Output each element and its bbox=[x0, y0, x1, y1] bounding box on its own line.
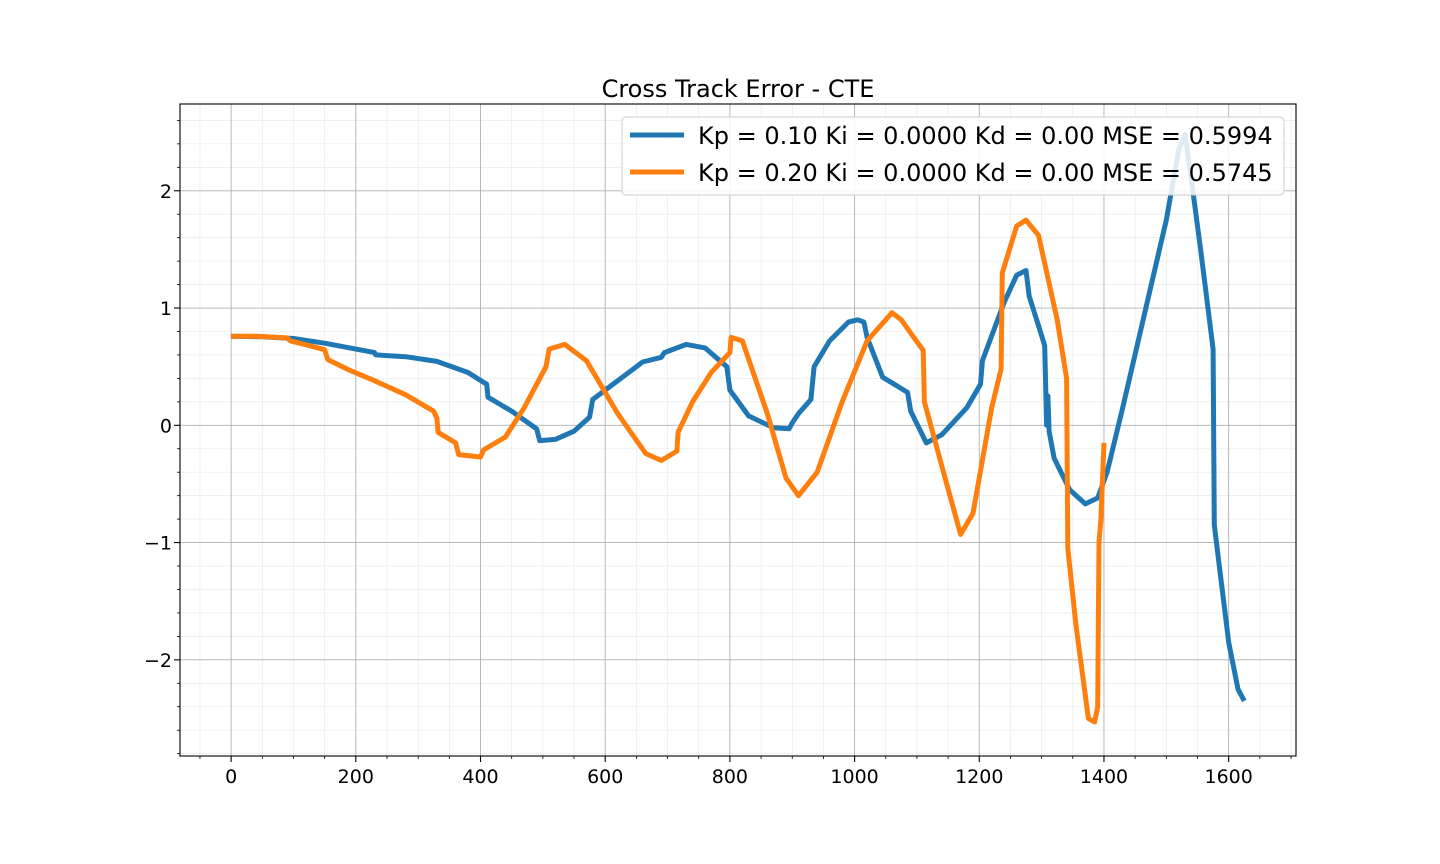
y-tick-label: −2 bbox=[144, 650, 172, 672]
x-tick-label: 400 bbox=[462, 766, 498, 788]
y-tick-label: 1 bbox=[160, 298, 172, 320]
x-tick-label: 0 bbox=[225, 766, 237, 788]
x-tick-label: 600 bbox=[587, 766, 623, 788]
y-axis: −2 −1 0 1 2 bbox=[144, 120, 180, 755]
minor-grid bbox=[180, 104, 1296, 756]
x-tick-label: 1400 bbox=[1080, 766, 1128, 788]
legend-box bbox=[621, 116, 1285, 196]
x-tick-label: 1600 bbox=[1204, 766, 1252, 788]
x-axis: 0 200 400 600 800 1000 1200 1400 1600 bbox=[199, 756, 1292, 788]
x-tick-label: 1000 bbox=[830, 766, 878, 788]
series-line-1 bbox=[231, 132, 1247, 703]
y-tick-label: 2 bbox=[160, 181, 172, 203]
series-layer bbox=[231, 132, 1247, 725]
major-grid bbox=[180, 104, 1296, 756]
x-tick-label: 1200 bbox=[955, 766, 1003, 788]
chart-title: Cross Track Error - CTE bbox=[602, 75, 875, 103]
legend-label-series-2: Kp = 0.20 Ki = 0.0000 Kd = 0.00 MSE = 0.… bbox=[698, 159, 1273, 187]
y-tick-label: 0 bbox=[160, 415, 172, 437]
x-tick-label: 800 bbox=[712, 766, 748, 788]
series-line-2 bbox=[231, 217, 1107, 725]
legend-label-series-1: Kp = 0.10 Ki = 0.0000 Kd = 0.00 MSE = 0.… bbox=[698, 122, 1273, 150]
plot-area-frame bbox=[179, 103, 1297, 757]
legend: Kp = 0.10 Ki = 0.0000 Kd = 0.00 MSE = 0.… bbox=[621, 116, 1285, 196]
x-tick-label: 200 bbox=[338, 766, 374, 788]
y-tick-label: −1 bbox=[144, 533, 172, 555]
